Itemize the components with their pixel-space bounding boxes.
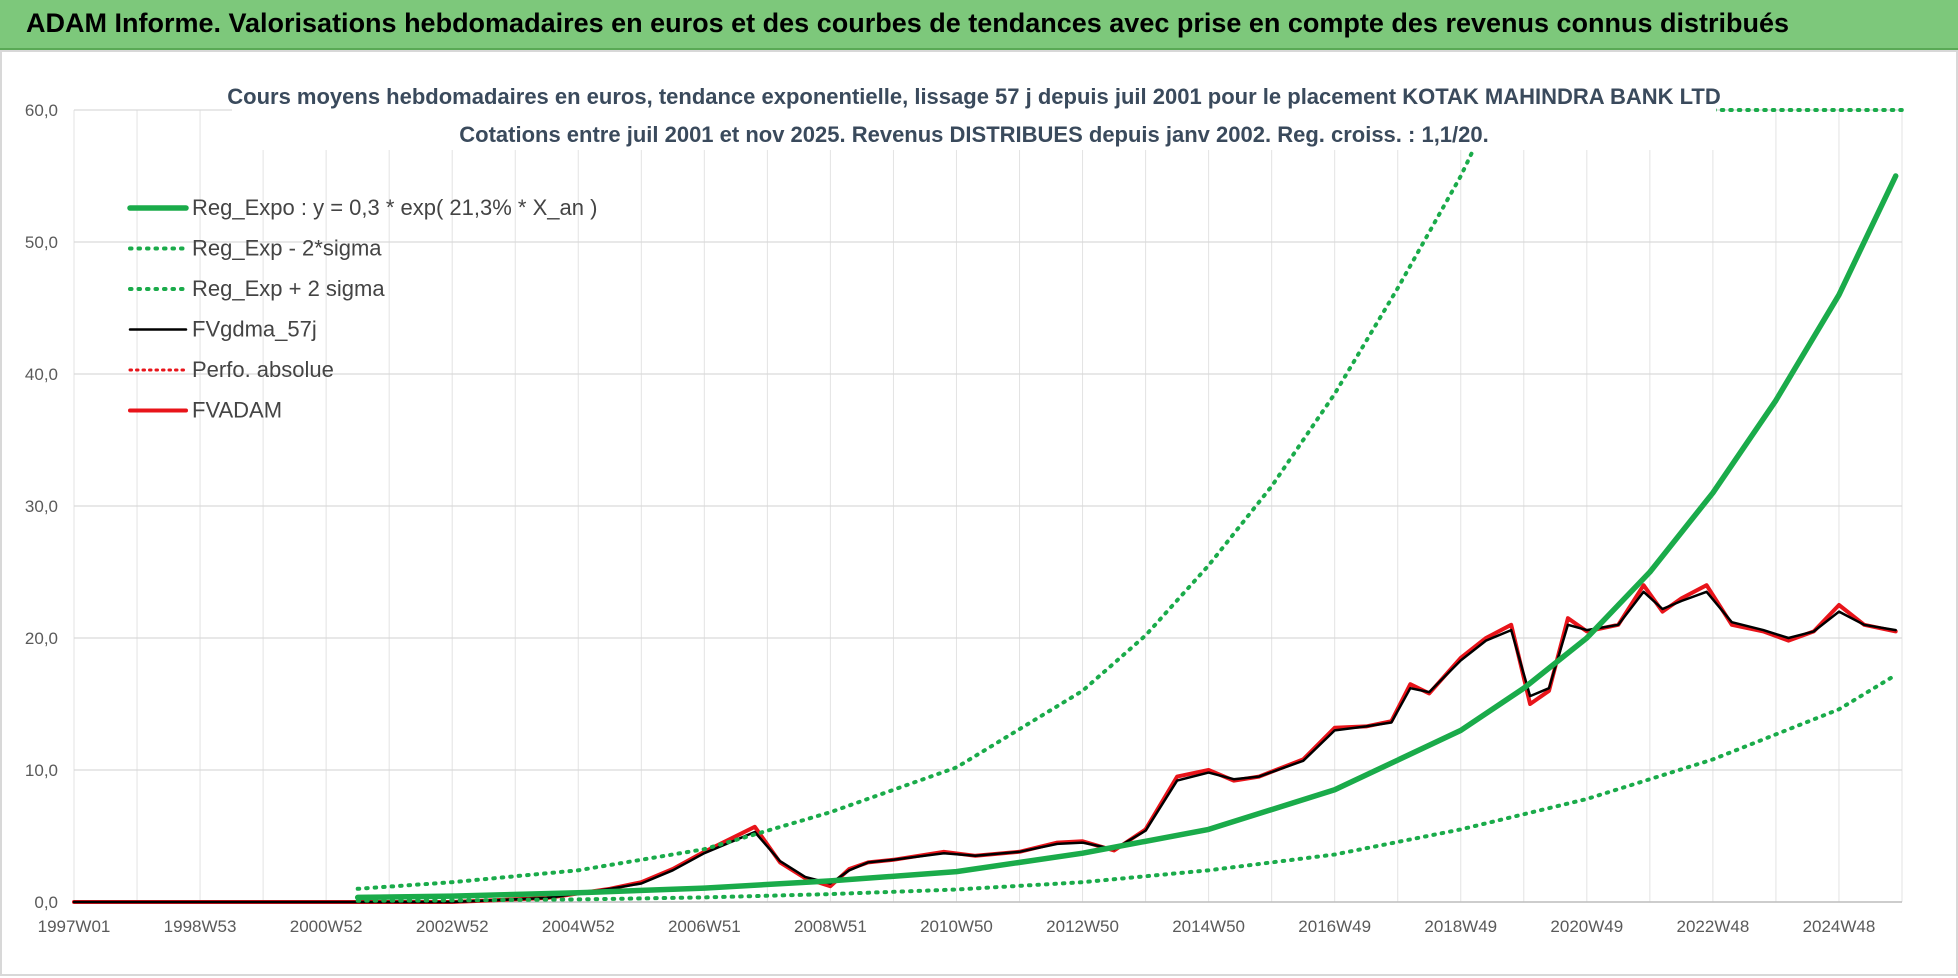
chart-title-bg bbox=[232, 84, 1716, 150]
series-reg-expo bbox=[354, 173, 1899, 901]
y-tick-label: 60,0 bbox=[25, 101, 58, 120]
x-tick-label: 2020W49 bbox=[1550, 917, 1623, 936]
x-tick-label: 1997W01 bbox=[38, 917, 111, 936]
x-tick-label: 2000W52 bbox=[290, 917, 363, 936]
x-axis-ticks: 1997W01 1998W53 2000W52 2002W52 2004W52 2006W… bbox=[38, 917, 1876, 936]
y-tick-label: 10,0 bbox=[25, 761, 58, 780]
y-tick-label: 0,0 bbox=[34, 893, 58, 912]
y-tick-label: 40,0 bbox=[25, 365, 58, 384]
legend-label-low: Reg_Exp - 2*sigma bbox=[192, 236, 382, 261]
banner-title: ADAM Informe. Valorisations hebdomadaire… bbox=[26, 8, 1790, 38]
x-tick-label: 2022W48 bbox=[1677, 917, 1750, 936]
x-tick-label: 2004W52 bbox=[542, 917, 615, 936]
x-tick-label: 2024W48 bbox=[1803, 917, 1876, 936]
x-tick-label: 2012W50 bbox=[1046, 917, 1119, 936]
x-tick-label: 2018W49 bbox=[1424, 917, 1497, 936]
chart-title-line1: Cours moyens hebdomadaires en euros, ten… bbox=[227, 84, 1721, 109]
x-tick-label: 2008W51 bbox=[794, 917, 867, 936]
series-reg-exp-2-sigma bbox=[355, 108, 1495, 891]
legend-label-smooth: FVgdma_57j bbox=[192, 317, 317, 342]
y-tick-label: 50,0 bbox=[25, 233, 58, 252]
banner: ADAM Informe. Valorisations hebdomadaire… bbox=[0, 0, 1958, 50]
x-tick-label: 2006W51 bbox=[668, 917, 741, 936]
x-tick-label: 2014W50 bbox=[1172, 917, 1245, 936]
legend: Reg_Expo : y = 0,3 * exp( 21,3% * X_an )… bbox=[127, 195, 597, 423]
series-fvgdma-57j bbox=[72, 590, 1897, 904]
chart-frame bbox=[0, 50, 1958, 976]
y-axis-ticks: 0,0 10,0 20,0 30,0 40,0 50,0 60,0 bbox=[25, 101, 58, 912]
y-tick-label: 20,0 bbox=[25, 629, 58, 648]
series-reg-exp-2-sigma bbox=[355, 673, 1898, 903]
x-tick-label: 2002W52 bbox=[416, 917, 489, 936]
legend-label-price: FVADAM bbox=[192, 398, 282, 423]
x-tick-label: 1998W53 bbox=[164, 917, 237, 936]
legend-label-high: Reg_Exp + 2 sigma bbox=[192, 276, 385, 301]
grid bbox=[73, 109, 1903, 903]
chart-title-line2: Cotations entre juil 2001 et nov 2025. R… bbox=[459, 122, 1489, 147]
y-tick-label: 30,0 bbox=[25, 497, 58, 516]
legend-label-perf: Perfo. absolue bbox=[192, 357, 334, 382]
x-tick-label: 2016W49 bbox=[1298, 917, 1371, 936]
x-tick-label: 2010W50 bbox=[920, 917, 993, 936]
legend-label-reg: Reg_Expo : y = 0,3 * exp( 21,3% * X_an ) bbox=[192, 195, 597, 220]
